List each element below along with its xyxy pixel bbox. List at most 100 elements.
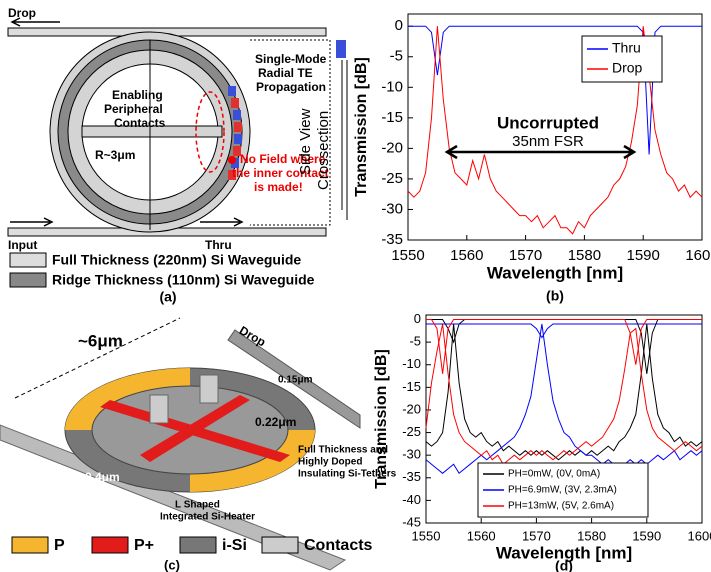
no-field-label: is made!	[254, 180, 303, 194]
marker	[228, 156, 236, 164]
heater	[140, 395, 250, 462]
y-tick-label: -35	[402, 469, 421, 484]
y-tick-label: -10	[402, 356, 421, 371]
dim-label: 0.15μm	[278, 375, 313, 386]
x-tick-label: 1590	[632, 528, 661, 543]
y-tick-label: -35	[381, 231, 403, 248]
dim-label: 0.15μm	[82, 489, 117, 500]
radius-label: R~3μm	[95, 148, 135, 162]
annotation: Uncorrupted	[497, 113, 599, 132]
y-tick-label: -30	[381, 200, 403, 217]
legend-label: Ridge Thickness (110nm) Si Waveguide	[52, 272, 315, 288]
mode-label: Single-Mode	[255, 52, 327, 66]
x-tick-label: 1560	[450, 247, 483, 264]
tethers-label: Highly Doped	[298, 457, 362, 468]
mode-pattern	[228, 86, 242, 180]
crosssection-box	[250, 39, 331, 226]
no-field-zone	[195, 91, 225, 173]
drop-waveguide	[227, 329, 361, 429]
x-tick-label: 1590	[627, 247, 660, 264]
legend-label: PH=13mW, (5V, 2.6mA)	[508, 501, 614, 512]
side-view-label: Side View	[297, 108, 314, 175]
x-tick-label: 1570	[509, 247, 542, 264]
size-label: ~6μm	[78, 331, 123, 350]
series-line	[425, 323, 703, 475]
y-tick-label: -20	[402, 401, 421, 416]
y-tick-label: 0	[414, 311, 421, 326]
legend-label: i-Si	[222, 537, 247, 554]
contacts-label: Contacts	[114, 116, 166, 130]
heater-label: Integrated Si-Heater	[160, 512, 255, 523]
series-line	[407, 26, 703, 235]
arrow	[200, 217, 244, 227]
x-tick-label: 1580	[577, 528, 606, 543]
x-tick-label: 1560	[467, 528, 496, 543]
panel-label: (a)	[159, 289, 176, 305]
contacts-label: Enabling	[112, 88, 163, 102]
tethers-label: Full Thickness and	[298, 445, 388, 456]
side-view-label: Crossection	[315, 111, 332, 190]
spoke	[81, 125, 223, 138]
legend-label: P	[54, 537, 65, 554]
mode-label: Propagation	[256, 80, 326, 94]
legend-label: PH=6.9mW, (3V, 2.3mA)	[508, 485, 617, 496]
y-tick-label: -40	[402, 492, 421, 507]
x-axis-title: Wavelength [nm]	[496, 543, 632, 562]
x-tick-label: 1550	[391, 247, 424, 264]
contact	[149, 394, 169, 424]
y-tick-label: -25	[402, 424, 421, 439]
y-tick-label: 0	[395, 17, 403, 34]
x-tick-label: 1580	[568, 247, 601, 264]
legend-swatch	[11, 536, 49, 554]
legend-label: Thru	[612, 40, 641, 56]
y-tick-label: -10	[381, 78, 403, 95]
legend-label: Contacts	[304, 537, 373, 554]
series-line	[426, 323, 702, 339]
panel-a: Drop Enabling Peripheral Contacts R~3μm …	[7, 6, 348, 305]
y-tick-label: -30	[402, 447, 421, 462]
legend-label: PH=0mW, (0V, 0mA)	[508, 469, 600, 480]
dim-label: 0.4μm	[85, 470, 120, 484]
legend-swatch	[91, 536, 129, 554]
arrow	[10, 217, 54, 227]
y-axis-title: Transmission [dB]	[353, 57, 370, 197]
legend-swatch	[9, 252, 47, 268]
input-label: Input	[8, 238, 37, 252]
y-tick-label: -25	[381, 170, 403, 187]
y-tick-label: -5	[390, 48, 403, 65]
panel-label: (b)	[546, 288, 564, 304]
legend-label: P+	[134, 537, 154, 554]
legend-label: Drop	[612, 60, 643, 76]
legend-swatch	[9, 272, 47, 288]
size-line	[14, 317, 181, 399]
x-tick-label: 1600	[688, 528, 711, 543]
x-tick-label: 1570	[522, 528, 551, 543]
legend-swatch	[261, 536, 299, 554]
y-tick-label: -15	[381, 109, 403, 126]
drop-label: Drop	[8, 6, 36, 20]
series-line	[425, 323, 703, 461]
side-view-mode	[336, 40, 346, 58]
legend-box	[477, 462, 649, 518]
x-tick-label: 1550	[412, 528, 441, 543]
dim-label: 0.22μm	[255, 415, 296, 429]
arrow	[10, 17, 60, 27]
panel-label: (c)	[164, 557, 180, 572]
side-view	[341, 60, 348, 220]
y-axis-title: Transmission [dB]	[373, 349, 390, 489]
thru-label: Thru	[205, 238, 232, 252]
contact	[199, 374, 219, 404]
y-tick-label: -45	[402, 514, 421, 529]
panel-label: (d)	[555, 558, 573, 572]
panel-c: ~6μm Drop Add 0.15μm 0.22μm 0.4μm 0.15μm…	[0, 317, 397, 572]
y-tick-label: -20	[381, 139, 403, 156]
tethers-label: Insulating Si-Tethers	[298, 469, 397, 480]
x-tick-label: 1600	[685, 247, 711, 264]
input-label: Input	[13, 471, 45, 495]
legend-swatch	[179, 536, 217, 554]
heater-label: L Shaped	[175, 500, 220, 511]
series-line	[425, 323, 703, 465]
annotation: 35nm FSR	[512, 133, 584, 150]
legend-box	[581, 35, 663, 83]
